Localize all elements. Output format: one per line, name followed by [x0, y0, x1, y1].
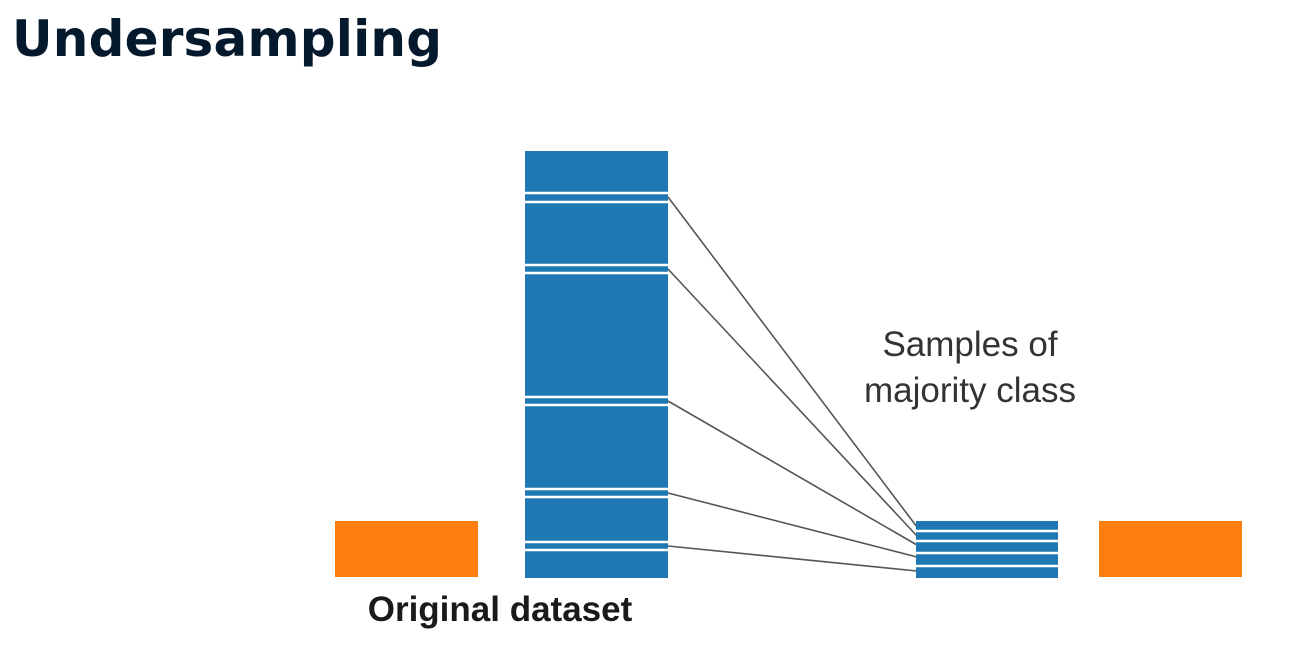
connector-line [667, 196, 918, 528]
connector-line [667, 268, 918, 537]
original-dataset-label: Original dataset [367, 590, 633, 629]
undersampled-row-separators [916, 529, 1058, 568]
connector-line [667, 400, 918, 546]
majority-samples-annotation: Samples of majority class [840, 322, 1100, 414]
undersampled-minority-block [1099, 521, 1242, 577]
original-minority-block [335, 521, 478, 577]
connector-line [667, 492, 918, 558]
original-majority-column [525, 151, 668, 578]
sample-connectors [667, 196, 918, 572]
connector-line [667, 545, 918, 572]
annotation-line-2: majority class [864, 371, 1076, 410]
original-sample-markers [525, 191, 668, 552]
page-title: Undersampling [12, 10, 443, 68]
undersampled-majority-block [916, 521, 1058, 578]
annotation-line-1: Samples of [882, 325, 1058, 364]
